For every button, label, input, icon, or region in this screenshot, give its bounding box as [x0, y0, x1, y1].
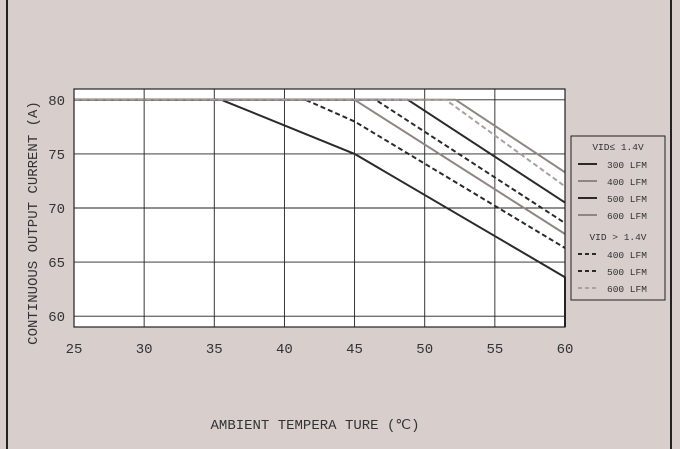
y-tick-label: 60 [48, 310, 65, 326]
x-tick-label: 55 [486, 342, 503, 358]
x-axis-label: AMBIENT TEMPERA TURE (℃) [211, 418, 420, 434]
plot-frame [73, 88, 566, 328]
legend-item-label: 400 LFM [607, 177, 647, 188]
y-tick-label: 80 [48, 94, 65, 110]
legend: VID≤ 1.4V 300 LFM 400 LFM 500 LFM 600 LFM VID… [570, 135, 666, 301]
x-tick-label: 40 [276, 342, 293, 358]
legend-item-label: 600 LFM [607, 211, 647, 222]
x-tick-label: 30 [136, 342, 153, 358]
x-tick-label: 50 [416, 342, 433, 358]
series-line-dashed-600-lfm [74, 98, 566, 188]
legend-item-label: 400 LFM [607, 250, 647, 261]
x-tick-label: 60 [557, 342, 574, 358]
y-axis-label: CONTINUOUS OUTPUT CURRENT (A) [26, 101, 42, 345]
y-tick-label: 75 [48, 148, 65, 164]
legend-item-label: 500 LFM [607, 194, 647, 205]
legend-item-label: 600 LFM [607, 284, 647, 295]
legend-item-label: 300 LFM [607, 160, 647, 171]
legend-group-header: VID≤ 1.4V [592, 142, 644, 153]
y-tick-label: 65 [48, 256, 65, 272]
legend-item-label: 500 LFM [607, 267, 647, 278]
x-tick-label: 25 [66, 342, 83, 358]
y-tick-label: 70 [48, 202, 65, 218]
series-line-solid-600-lfm [74, 98, 566, 174]
y-tick-labels: 60 65 70 75 80 [48, 94, 65, 326]
legend-group-header: VID > 1.4V [589, 232, 646, 243]
x-tick-labels: 25 30 35 40 45 50 55 60 [66, 342, 574, 358]
x-tick-label: 35 [206, 342, 223, 358]
x-tick-label: 45 [346, 342, 363, 358]
